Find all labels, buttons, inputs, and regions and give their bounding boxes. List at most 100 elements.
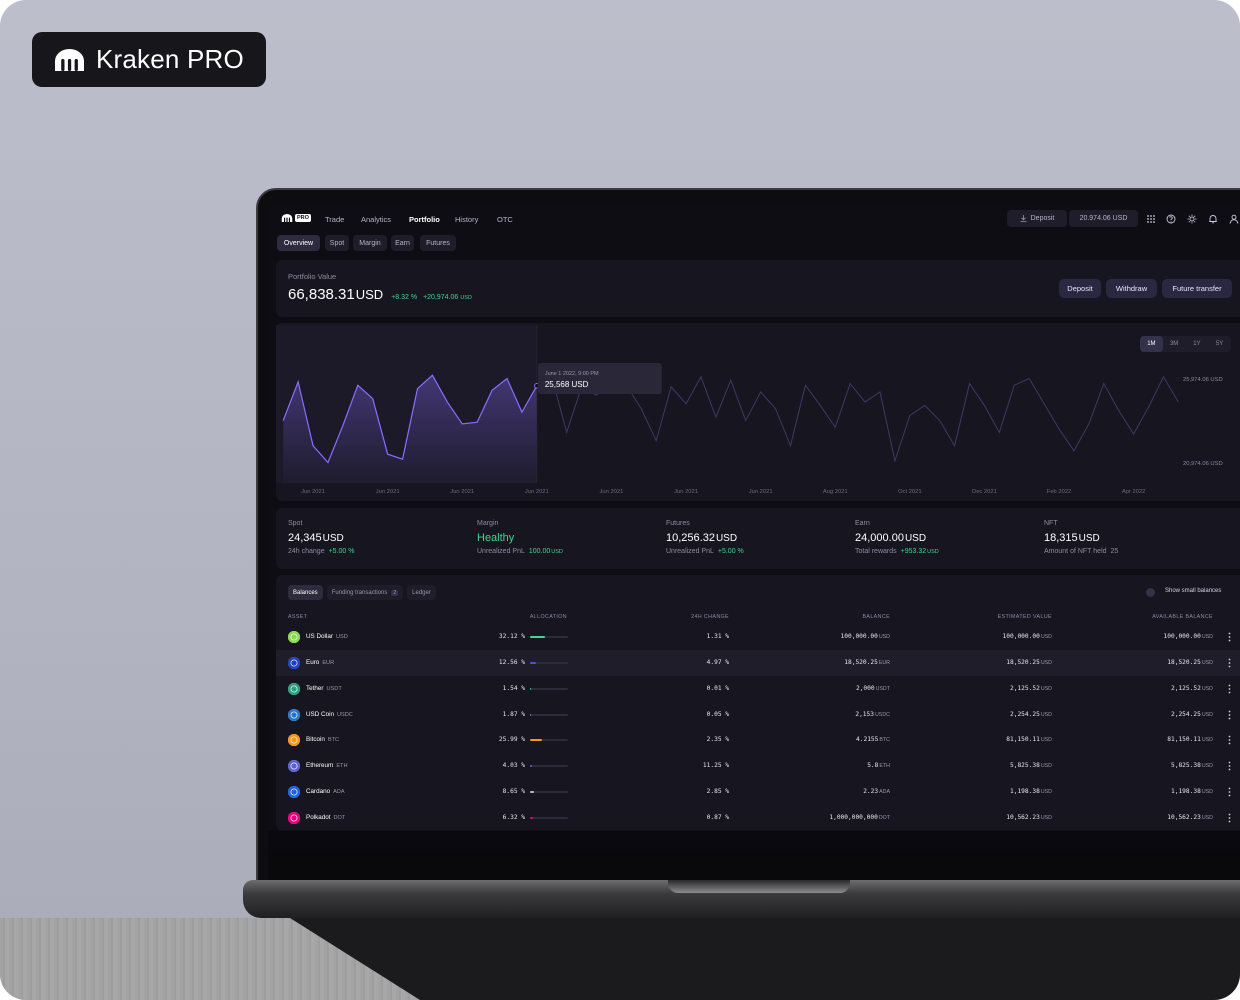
balance-value: 18,520.25 <box>844 658 878 666</box>
row-menu[interactable] <box>1228 787 1231 797</box>
card-sub-label: Amount of NFT held <box>1044 548 1107 555</box>
x-tick-label: Jun 2021 <box>674 489 698 495</box>
available-value: 10,562.23 <box>1167 813 1201 821</box>
column-header: 24H CHANGE <box>691 614 729 620</box>
balance-cell: 4.2155 BTC <box>856 736 890 743</box>
portfolio-button[interactable]: Withdraw <box>1106 279 1157 298</box>
x-tick-label: Aug 2021 <box>823 489 848 495</box>
card-value-row: Healthy <box>477 532 514 544</box>
available-value: 100,000.00 <box>1163 633 1201 640</box>
table-tab-label: Balances <box>293 589 318 596</box>
kraken-logo <box>55 48 84 71</box>
estimated-value: 2,125.52 <box>1010 684 1040 692</box>
table-panel <box>276 575 1240 830</box>
nav-icon[interactable] <box>1229 214 1239 224</box>
icon-glyph <box>1147 215 1155 223</box>
toggle[interactable] <box>1146 588 1155 597</box>
asset-icon <box>288 682 300 695</box>
card-unit: USD <box>715 533 738 544</box>
allocation-bar <box>530 636 546 638</box>
portfolio-chart: 25,974.06 USD 20,974.06 USD Jun 2021 Jun 20… <box>276 325 1223 495</box>
kebab-icon <box>1228 658 1231 668</box>
table-tab[interactable]: Ledger <box>407 585 436 600</box>
asset-ticker: USDC <box>337 711 353 718</box>
nav-link[interactable]: History <box>455 215 479 224</box>
nav-icon[interactable] <box>1166 214 1176 224</box>
sub-tab[interactable]: Spot <box>325 235 349 251</box>
portfolio-button[interactable]: Deposit <box>1059 279 1101 298</box>
sub-tab[interactable]: Margin <box>353 235 387 251</box>
allocation-label: 1.87 % <box>502 710 525 718</box>
available-cell: 81,150.11 USD <box>1167 736 1213 743</box>
change-cell: 0.87 % <box>706 813 729 821</box>
nav-link[interactable]: Portfolio <box>409 215 440 224</box>
nav-icon[interactable] <box>1187 214 1197 224</box>
table-tab[interactable]: Funding transactions 2 <box>326 585 404 600</box>
nav-link[interactable]: Trade <box>325 215 345 224</box>
balance-cell: 100,000.00 USD <box>841 633 890 640</box>
nav-link[interactable]: Analytics <box>361 215 392 224</box>
card-value: 10,256.32 <box>666 532 715 544</box>
portfolio-button[interactable]: Future transfer <box>1162 279 1232 298</box>
allocation-track <box>530 816 568 819</box>
nav-deposit[interactable]: Deposit <box>1007 210 1067 227</box>
asset-ticker: DOT <box>333 814 346 821</box>
card-value: 24,345 <box>288 532 322 544</box>
range-selector: 1M 3M 1Y 5Y <box>1140 336 1231 352</box>
balance-cell: 2,153 USDC <box>855 711 890 718</box>
asset-name-row: Polkadot DOT <box>306 814 345 821</box>
row-menu[interactable] <box>1228 658 1231 668</box>
balance-cell: 1,000,000,000 DOT <box>829 814 890 821</box>
change-cell: 2.35 % <box>706 736 729 744</box>
asset-name-row: Tether USDT <box>306 685 342 692</box>
sub-tab[interactable]: Futures <box>420 235 456 251</box>
card-sub-row: Unrealized PnL +5.00 % <box>666 548 744 555</box>
nav-link[interactable]: OTC <box>497 215 513 224</box>
balance-unit: DOT <box>878 814 890 821</box>
range-button[interactable]: 1M <box>1140 336 1163 352</box>
portfolio-change-pct: +8.32 % <box>391 294 418 301</box>
balance-cell: 18,520.25 EUR <box>844 659 890 666</box>
nav-icon[interactable] <box>1146 214 1156 224</box>
table-tab[interactable]: Balances <box>288 585 323 600</box>
range-button[interactable]: 5Y <box>1215 341 1224 347</box>
card-value-row: 24,345 USD <box>288 532 344 544</box>
download-icon <box>1020 215 1027 222</box>
row-menu[interactable] <box>1228 684 1231 694</box>
range-button[interactable]: 3M <box>1169 341 1179 347</box>
balance-value: 1,000,000,000 <box>829 813 878 821</box>
row-menu[interactable] <box>1228 813 1231 823</box>
x-tick-label: Jun 2021 <box>749 489 773 495</box>
available-unit: USD <box>1201 634 1213 640</box>
card-sub-value: +5.00 % <box>328 548 355 555</box>
sub-tab[interactable]: Overview <box>277 235 320 251</box>
estimated-cell: 1,198.38 USD <box>1010 788 1052 795</box>
asset-name-row: Euro EUR <box>306 659 334 666</box>
nav-icon[interactable] <box>1208 214 1218 224</box>
column-header: ESTIMATED VALUE <box>997 614 1052 620</box>
card-value: 24,000.00 <box>855 532 904 544</box>
row-menu[interactable] <box>1228 632 1231 642</box>
card-unit: USD <box>1078 533 1100 544</box>
card-sub-row: Unrealized PnL 100.00 USD <box>477 548 563 555</box>
row-menu[interactable] <box>1228 735 1231 745</box>
asset-icon <box>288 786 300 799</box>
card-label: Margin <box>477 520 499 527</box>
allocation-track <box>530 687 568 690</box>
available-cell: 18,520.25 USD <box>1167 659 1213 666</box>
balance-unit: ADA <box>879 789 890 796</box>
allocation-bar <box>530 765 532 768</box>
card-sub-label: Unrealized PnL <box>666 548 714 555</box>
row-menu[interactable] <box>1228 761 1231 771</box>
asset-name-row: US Dollar USD <box>306 633 348 640</box>
nav-deposit-label: Deposit <box>1030 215 1055 222</box>
sub-tab[interactable]: Earn <box>391 235 414 251</box>
row-highlight <box>276 649 1240 676</box>
range-button[interactable]: 1Y <box>1193 341 1201 347</box>
kebab-icon <box>1228 632 1231 642</box>
allocation-label: 32.12 % <box>498 633 525 640</box>
logo-mark <box>281 214 293 222</box>
allocation-bar <box>530 661 536 664</box>
row-menu[interactable] <box>1228 710 1231 720</box>
estimated-value: 1,198.38 <box>1010 788 1040 796</box>
